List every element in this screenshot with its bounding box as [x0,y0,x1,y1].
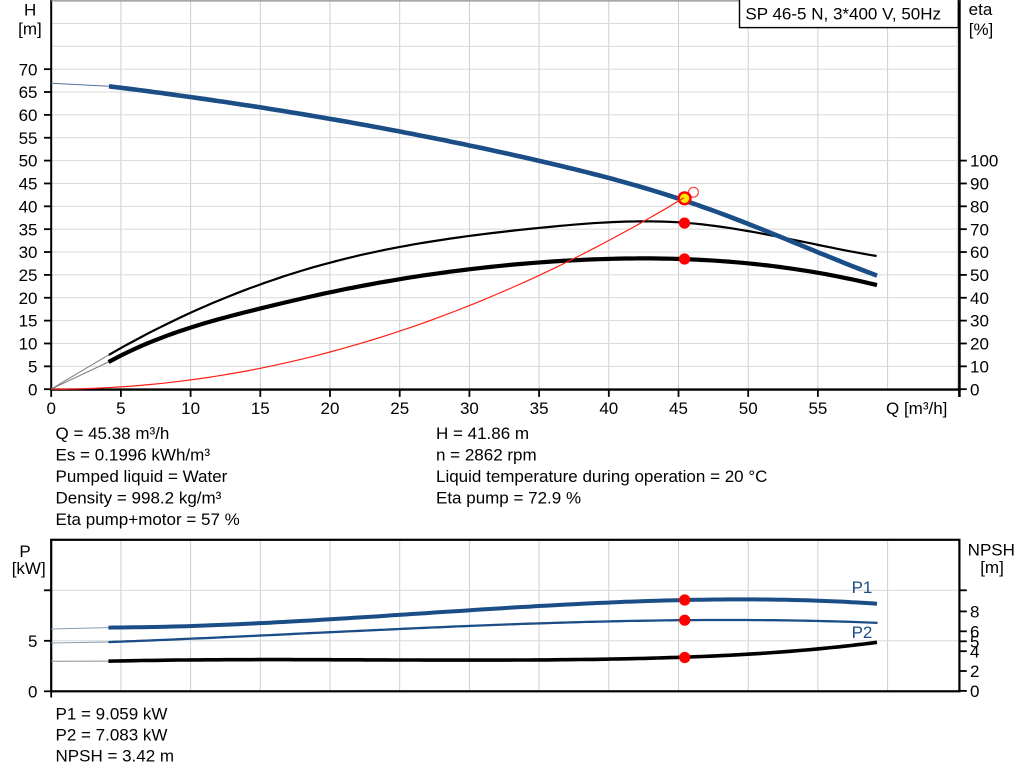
svg-text:50: 50 [19,152,38,171]
svg-text:10: 10 [970,357,989,376]
svg-text:0: 0 [970,682,979,701]
svg-text:Q [m³/h]: Q [m³/h] [886,399,947,418]
svg-text:40: 40 [970,289,989,308]
svg-text:Density = 998.2 kg/m³: Density = 998.2 kg/m³ [56,488,222,507]
svg-text:0: 0 [28,380,37,399]
svg-text:[kW]: [kW] [12,559,46,578]
svg-text:Liquid temperature during oper: Liquid temperature during operation = 20… [436,467,767,486]
svg-text:80: 80 [970,197,989,216]
svg-text:2: 2 [970,662,979,681]
svg-text:45: 45 [669,399,688,418]
svg-text:[m]: [m] [980,558,1004,577]
svg-text:50: 50 [739,399,758,418]
svg-text:0: 0 [28,682,37,701]
svg-text:70: 70 [19,60,38,79]
svg-text:15: 15 [19,312,38,331]
svg-text:30: 30 [460,399,479,418]
svg-text:Eta pump+motor = 57 %: Eta pump+motor = 57 % [56,510,240,529]
svg-text:Pumped liquid = Water: Pumped liquid = Water [56,467,228,486]
svg-text:30: 30 [970,312,989,331]
svg-text:15: 15 [251,399,270,418]
svg-text:65: 65 [19,83,38,102]
svg-text:SP 46-5 N, 3*400 V, 50Hz: SP 46-5 N, 3*400 V, 50Hz [745,5,941,24]
svg-text:6: 6 [970,622,979,641]
svg-text:50: 50 [970,266,989,285]
svg-text:20: 20 [321,399,340,418]
svg-text:35: 35 [19,220,38,239]
svg-text:20: 20 [970,335,989,354]
svg-text:Q = 45.38 m³/h: Q = 45.38 m³/h [56,424,170,443]
svg-text:H = 41.86 m: H = 41.86 m [436,424,529,443]
svg-text:[m]: [m] [18,19,42,38]
svg-text:8: 8 [970,603,979,622]
svg-text:25: 25 [19,266,38,285]
svg-text:P: P [19,542,30,561]
svg-text:5: 5 [28,357,37,376]
svg-text:35: 35 [530,399,549,418]
svg-text:0: 0 [970,380,979,399]
svg-text:5: 5 [28,632,37,651]
svg-text:Es = 0.1996 kWh/m³: Es = 0.1996 kWh/m³ [56,445,211,464]
svg-text:55: 55 [808,399,827,418]
svg-text:70: 70 [970,220,989,239]
svg-text:4: 4 [970,642,979,661]
svg-text:100: 100 [970,152,998,171]
svg-text:90: 90 [970,175,989,194]
svg-text:P2 = 7.083 kW: P2 = 7.083 kW [56,726,168,745]
svg-text:H: H [24,0,36,19]
svg-text:60: 60 [19,106,38,125]
svg-text:5: 5 [970,632,979,651]
svg-text:NPSH = 3.42 m: NPSH = 3.42 m [56,747,175,766]
svg-text:10: 10 [181,399,200,418]
svg-text:10: 10 [19,335,38,354]
svg-text:P1 = 9.059 kW: P1 = 9.059 kW [56,705,168,724]
svg-text:P1: P1 [852,578,873,597]
svg-text:60: 60 [970,243,989,262]
svg-text:30: 30 [19,243,38,262]
svg-text:5: 5 [116,399,125,418]
svg-text:n = 2862 rpm: n = 2862 rpm [436,445,537,464]
svg-text:P2: P2 [852,623,873,642]
svg-text:25: 25 [390,399,409,418]
svg-text:Eta pump = 72.9 %: Eta pump = 72.9 % [436,488,581,507]
svg-text:45: 45 [19,175,38,194]
svg-text:[%]: [%] [969,20,994,39]
svg-text:NPSH: NPSH [968,541,1015,560]
svg-text:eta: eta [969,0,993,19]
svg-text:40: 40 [19,197,38,216]
svg-text:55: 55 [19,129,38,148]
svg-text:0: 0 [46,399,55,418]
svg-text:20: 20 [19,289,38,308]
svg-text:40: 40 [599,399,618,418]
